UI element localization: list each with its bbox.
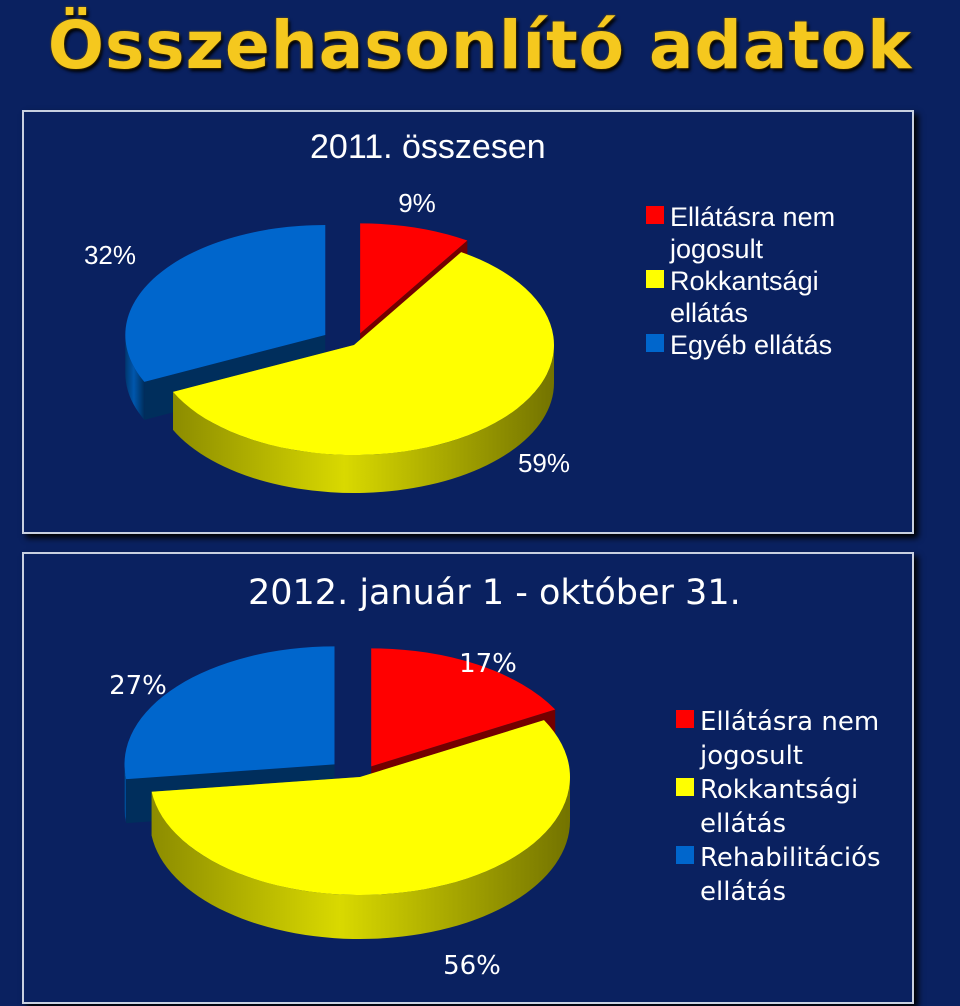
pie-slice-2 xyxy=(151,720,570,940)
data-label-1: 9% xyxy=(398,188,436,218)
pie-slice-2 xyxy=(173,252,555,493)
legend-entry-3: ellátás xyxy=(700,877,786,907)
legend-entry-1: Ellátásra nem xyxy=(700,707,879,737)
legend-swatch-3 xyxy=(676,846,694,864)
data-label-3: 32% xyxy=(84,240,136,270)
legend-entry-2: Rokkantsági xyxy=(670,266,819,296)
legend-entry-3: Egyéb ellátás xyxy=(670,330,832,360)
legend-swatch-1 xyxy=(646,206,664,224)
legend-entry-2: ellátás xyxy=(670,298,748,328)
chart-panel-2012: 2012. január 1 - október 31. 17% 56% 27% Ell… xyxy=(22,552,914,1004)
data-label-1: 17% xyxy=(459,649,517,679)
legend-swatch-3 xyxy=(646,334,664,352)
legend-swatch-2 xyxy=(676,778,694,796)
chart-title: 2012. január 1 - október 31. xyxy=(248,573,741,613)
data-label-2: 56% xyxy=(443,951,501,981)
legend-entry-1: jogosult xyxy=(669,234,764,264)
legend-entry-1: Ellátásra nem xyxy=(670,202,835,232)
legend: Ellátásra nemjogosultRokkantságiellátásE… xyxy=(646,202,835,360)
pie-chart-2012: 2012. január 1 - október 31. 17% 56% 27% Ell… xyxy=(109,573,881,981)
data-label-2: 59% xyxy=(518,448,570,478)
page-title: Összehasonlító adatok xyxy=(47,7,913,84)
chart-panel-2011: 2011. összesen 9% 59% 32% Ellátásra nem jogos… xyxy=(22,110,914,534)
legend-entry-1: jogosult xyxy=(699,741,803,771)
legend-entry-2: Rokkantsági xyxy=(700,775,858,805)
legend-entry-3: Rehabilitációs xyxy=(700,843,881,873)
chart-title: 2011. összesen xyxy=(310,128,546,166)
legend-swatch-1 xyxy=(676,710,694,728)
data-label-3: 27% xyxy=(109,671,167,701)
legend-swatch-2 xyxy=(646,270,664,288)
legend-entry-2: ellátás xyxy=(700,809,786,839)
legend: Ellátásra nem jogosult Rokkantsági ellátás R… xyxy=(676,707,881,907)
pie-chart-2011: 2011. összesen 9% 59% 32% Ellátásra nemjogos… xyxy=(84,128,835,493)
